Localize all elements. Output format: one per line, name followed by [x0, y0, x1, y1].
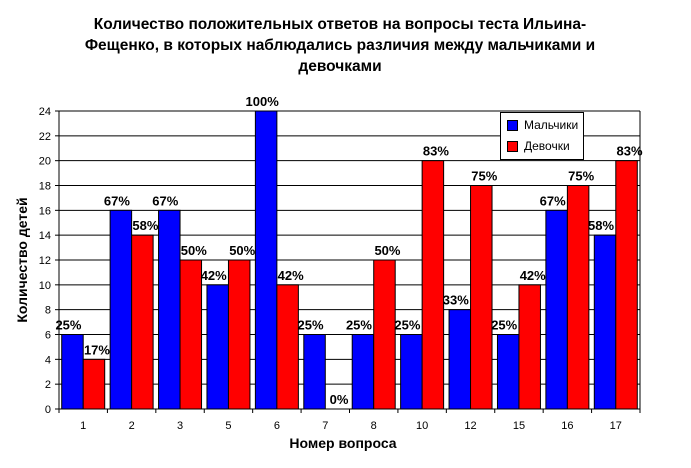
bar-girls	[470, 185, 493, 410]
chart-title-line-3: девочками	[298, 58, 382, 75]
x-axis-label: Номер вопроса	[289, 435, 396, 451]
y-tick-label: 4	[45, 354, 51, 366]
x-tick-label: 16	[561, 420, 573, 432]
x-tick-label: 17	[610, 420, 622, 432]
data-labels: 25%17%67%58%67%50%42%50%100%42%25%0%25%5…	[55, 94, 643, 407]
y-tick-label: 16	[39, 205, 51, 217]
x-tick-label: 3	[177, 420, 183, 432]
x-tick-label: 2	[129, 420, 135, 432]
axes	[55, 110, 641, 413]
x-tick-label: 8	[371, 420, 377, 432]
bar-girls	[276, 284, 299, 410]
bar-boys	[61, 334, 84, 410]
data-label-boys: 67%	[540, 193, 566, 208]
chart-title-line-2: Фещенко, в которых наблюдались различия …	[84, 37, 596, 54]
legend-swatch-boys	[507, 119, 518, 131]
data-label-boys: 25%	[55, 318, 81, 333]
data-label-girls: 50%	[374, 243, 400, 258]
x-tick-label: 7	[322, 420, 328, 432]
y-tick-label: 14	[39, 230, 51, 242]
data-label-boys: 25%	[491, 318, 517, 333]
y-tick-label: 10	[39, 280, 51, 292]
x-tick-label: 5	[225, 420, 231, 432]
bar-girls	[82, 358, 106, 410]
y-tick-label: 6	[45, 330, 51, 342]
x-tick-label: 6	[274, 420, 280, 432]
legend-item-boys: Мальчики	[507, 118, 578, 132]
data-label-girls: 42%	[520, 268, 546, 283]
data-label-girls: 50%	[181, 243, 207, 258]
data-label-girls: 83%	[617, 144, 643, 159]
data-label-girls: 50%	[229, 243, 255, 258]
data-label-boys: 67%	[152, 193, 178, 208]
data-label-boys: 58%	[588, 218, 614, 233]
data-label-boys: 100%	[246, 94, 280, 109]
data-label-girls: 0%	[330, 392, 349, 407]
legend-label-girls: Девочки	[524, 139, 570, 153]
bar-boys	[254, 110, 278, 410]
y-tick-label: 12	[39, 255, 51, 267]
data-label-girls: 58%	[132, 218, 158, 233]
y-tick-label: 8	[45, 305, 51, 317]
bar-boys	[206, 284, 229, 410]
legend-label-boys: Мальчики	[524, 118, 579, 132]
y-tick-label: 18	[39, 181, 51, 193]
bar-boys	[351, 334, 375, 410]
bar-girls	[421, 160, 445, 410]
data-label-girls: 75%	[471, 169, 497, 184]
x-tick-label: 10	[416, 420, 428, 432]
y-tick-label: 20	[39, 156, 51, 168]
legend-item-girls: Девочки	[507, 139, 570, 153]
data-label-girls: 83%	[423, 144, 449, 159]
y-tick-label: 24	[39, 106, 51, 118]
bars	[61, 110, 638, 410]
data-label-boys: 25%	[346, 318, 372, 333]
y-tick-label: 0	[45, 404, 51, 416]
x-tick-label: 15	[513, 420, 525, 432]
bar-boys	[593, 234, 617, 410]
chart-title-line-1: Количество положительных ответов на вопр…	[93, 16, 587, 33]
x-tick-label: 12	[464, 420, 476, 432]
bar-boys	[496, 334, 520, 410]
x-tick-label: 1	[80, 420, 86, 432]
bar-girls	[227, 259, 251, 410]
chart-title: Количество положительных ответов на вопр…	[60, 14, 620, 77]
data-label-boys: 33%	[443, 293, 469, 308]
bar-girls	[518, 284, 541, 410]
data-label-boys: 25%	[394, 318, 420, 333]
data-label-girls: 42%	[278, 268, 304, 283]
y-tick-label: 22	[39, 131, 51, 143]
data-label-girls: 75%	[568, 169, 594, 184]
bar-boys	[448, 309, 472, 410]
bar-boys	[158, 209, 181, 410]
data-label-girls: 17%	[84, 342, 110, 357]
bar-boys	[303, 334, 326, 410]
y-tick-label: 2	[45, 379, 51, 391]
data-label-boys: 42%	[201, 268, 227, 283]
bar-girls	[373, 259, 396, 410]
bar-girls	[179, 259, 203, 410]
bar-girls	[131, 234, 154, 410]
bar-boys	[545, 209, 568, 410]
bar-girls	[566, 185, 590, 410]
legend-swatch-girls	[507, 140, 518, 152]
data-label-boys: 25%	[298, 318, 324, 333]
bar-boys	[109, 209, 133, 410]
bar-girls	[615, 160, 638, 410]
bar-boys	[400, 334, 423, 410]
data-label-boys: 67%	[104, 193, 130, 208]
legend: Мальчики Девочки	[500, 112, 584, 160]
gridlines	[59, 110, 640, 385]
y-axis-label: Количество детей	[14, 197, 30, 322]
